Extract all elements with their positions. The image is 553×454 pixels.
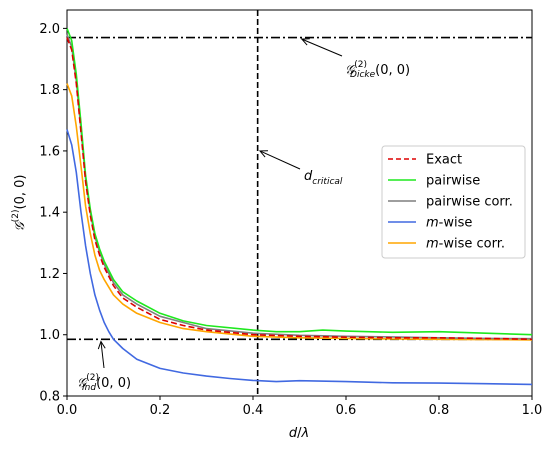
series-line-m-wise-corr [66, 83, 533, 341]
x-axis-label: d/λ [289, 426, 309, 441]
x-tick-label: 0.8 [429, 403, 450, 418]
series-line-exact [66, 37, 533, 341]
legend-label: m-wise [426, 216, 472, 231]
legend-label: pairwise corr. [426, 195, 513, 210]
annotation-ind: 𝒢(2) Ind(0, 0) [77, 373, 131, 393]
x-axis-ticks: 0.0 0.2 0.4 0.6 0.8 1.0 [57, 396, 543, 418]
annotation-arrowhead [258, 150, 268, 158]
y-axis-ticks: 0.8 1.0 1.2 1.4 1.6 1.8 2.0 [39, 22, 67, 405]
annotation-arrow [100, 341, 105, 369]
x-tick-label: 0.6 [336, 403, 357, 418]
annotation-arrowhead [300, 38, 310, 46]
y-tick-label: 2.0 [39, 22, 60, 37]
series-line-m-wise [66, 129, 533, 386]
legend-label: Exact [426, 153, 462, 168]
legend-box [381, 145, 526, 259]
annotation-arrowhead [97, 340, 106, 350]
y-tick-label: 0.8 [39, 390, 60, 405]
y-axis-label: 𝒢(2)(0, 0) [11, 175, 28, 232]
annotation-arrows [97, 38, 343, 369]
series-layer [66, 28, 533, 386]
legend-label: pairwise [426, 174, 480, 189]
y-tick-label: 1.6 [39, 144, 60, 159]
legend-label: m-wise corr. [426, 237, 505, 252]
x-tick-label: 0.0 [57, 403, 78, 418]
y-tick-label: 1.2 [39, 267, 60, 282]
x-tick-label: 0.2 [150, 403, 171, 418]
x-tick-label: 1.0 [522, 403, 543, 418]
x-tick-label: 0.4 [243, 403, 264, 418]
annotation-arrow [301, 38, 343, 57]
y-tick-label: 1.0 [39, 328, 60, 343]
annotation-arrow [259, 150, 301, 170]
annotation-dicke: 𝒢(2) Dicke(0, 0) [345, 60, 410, 80]
annotation-d-critical: dcritical [304, 169, 343, 187]
y-tick-label: 1.4 [39, 206, 60, 221]
y-tick-label: 1.8 [39, 83, 60, 98]
legend: Exact pairwise pairwise corr. m-wise m-wise … [381, 145, 526, 259]
